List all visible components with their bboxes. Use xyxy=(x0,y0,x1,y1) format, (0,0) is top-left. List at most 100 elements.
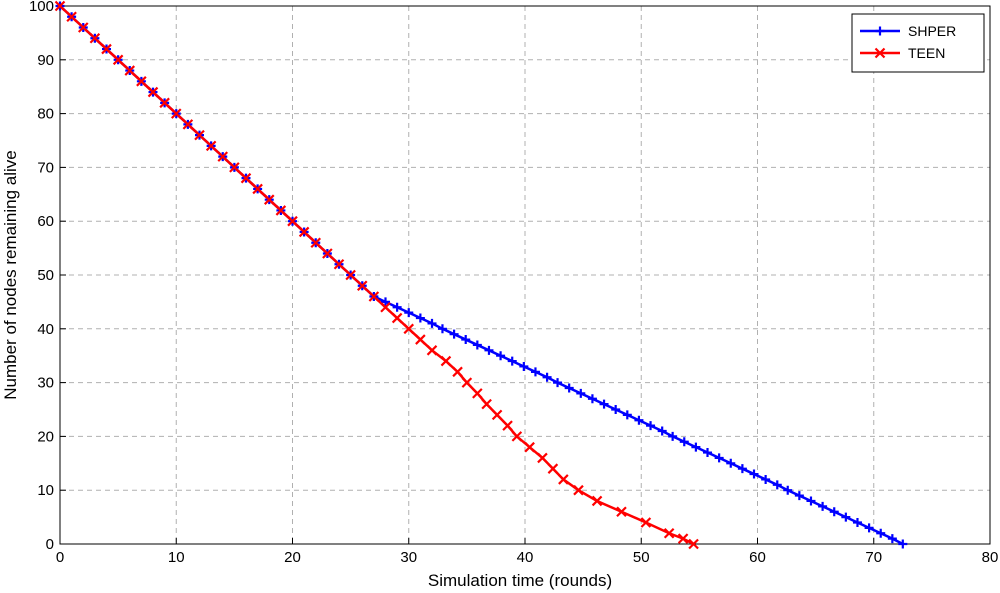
y-tick-label: 60 xyxy=(37,213,54,230)
marker xyxy=(558,474,569,485)
marker xyxy=(622,410,632,420)
marker xyxy=(573,484,584,496)
marker xyxy=(668,431,678,441)
marker xyxy=(599,399,609,409)
marker xyxy=(640,517,652,528)
marker xyxy=(403,323,415,335)
x-tick-label: 0 xyxy=(56,549,64,566)
marker xyxy=(691,442,701,452)
marker xyxy=(182,119,194,130)
marker xyxy=(205,140,217,152)
marker xyxy=(404,308,414,318)
marker xyxy=(491,409,503,421)
marker xyxy=(415,334,426,345)
marker xyxy=(818,501,828,511)
marker xyxy=(726,458,736,468)
marker xyxy=(841,512,851,522)
marker xyxy=(89,33,101,44)
marker xyxy=(381,297,390,307)
legend-label: TEEN xyxy=(908,45,945,61)
marker xyxy=(737,464,747,474)
marker xyxy=(426,345,438,356)
x-axis-label: Simulation time (rounds) xyxy=(428,571,612,590)
legend-label: SHPER xyxy=(908,23,956,39)
marker xyxy=(263,194,275,205)
y-tick-label: 30 xyxy=(37,375,54,392)
marker xyxy=(77,22,89,33)
marker xyxy=(898,539,908,549)
marker xyxy=(806,496,816,506)
marker xyxy=(452,366,463,378)
marker xyxy=(537,452,548,464)
marker xyxy=(829,507,839,517)
marker xyxy=(170,108,182,119)
marker xyxy=(749,469,759,479)
marker xyxy=(437,324,447,334)
series-line xyxy=(59,5,695,546)
marker xyxy=(275,205,287,216)
y-tick-label: 70 xyxy=(37,159,54,176)
y-tick-label: 20 xyxy=(37,428,54,445)
marker xyxy=(136,76,147,87)
marker xyxy=(333,258,345,270)
x-tick-label: 10 xyxy=(168,549,185,566)
y-tick-label: 100 xyxy=(29,0,54,15)
marker xyxy=(794,491,804,501)
plot-frame xyxy=(59,5,991,545)
x-tick-label: 30 xyxy=(400,549,417,566)
y-tick-label: 40 xyxy=(37,321,54,338)
marker xyxy=(159,97,170,109)
marker xyxy=(616,506,627,517)
marker xyxy=(252,183,263,195)
y-axis-label: Number of nodes remaining alive xyxy=(1,150,20,399)
marker xyxy=(507,356,517,366)
y-tick-label: 10 xyxy=(37,482,54,499)
marker xyxy=(553,378,563,388)
y-tick-label: 0 xyxy=(46,536,54,553)
x-tick-label: 80 xyxy=(982,549,999,566)
marker xyxy=(677,533,689,544)
marker xyxy=(875,26,885,36)
marker xyxy=(194,129,205,141)
marker xyxy=(634,415,644,425)
marker xyxy=(864,523,874,533)
marker xyxy=(472,388,483,399)
marker xyxy=(783,485,793,495)
marker xyxy=(511,431,523,442)
marker xyxy=(530,367,540,377)
x-tick-label: 70 xyxy=(865,549,882,566)
marker xyxy=(449,329,459,339)
marker xyxy=(298,226,310,238)
marker xyxy=(576,388,586,398)
marker xyxy=(663,527,675,539)
legend-box xyxy=(851,13,985,73)
marker xyxy=(415,313,425,323)
marker xyxy=(391,312,403,324)
marker xyxy=(461,377,473,388)
marker xyxy=(703,448,713,458)
marker xyxy=(124,65,136,76)
marker xyxy=(287,215,298,227)
marker xyxy=(519,361,529,371)
marker xyxy=(240,172,252,184)
marker xyxy=(392,302,402,312)
x-tick-label: 50 xyxy=(633,549,650,566)
marker xyxy=(646,421,656,431)
marker xyxy=(564,383,574,393)
marker xyxy=(380,302,391,313)
marker xyxy=(542,372,552,382)
marker xyxy=(440,355,452,367)
marker xyxy=(54,0,66,12)
marker xyxy=(611,405,621,414)
marker xyxy=(322,248,333,259)
marker xyxy=(496,351,506,361)
marker xyxy=(112,54,124,66)
marker xyxy=(587,394,597,404)
y-tick-label: 90 xyxy=(37,52,54,69)
y-tick-label: 50 xyxy=(37,267,54,284)
marker xyxy=(217,151,229,162)
marker xyxy=(66,11,77,23)
marker xyxy=(229,162,240,173)
marker xyxy=(356,280,368,292)
